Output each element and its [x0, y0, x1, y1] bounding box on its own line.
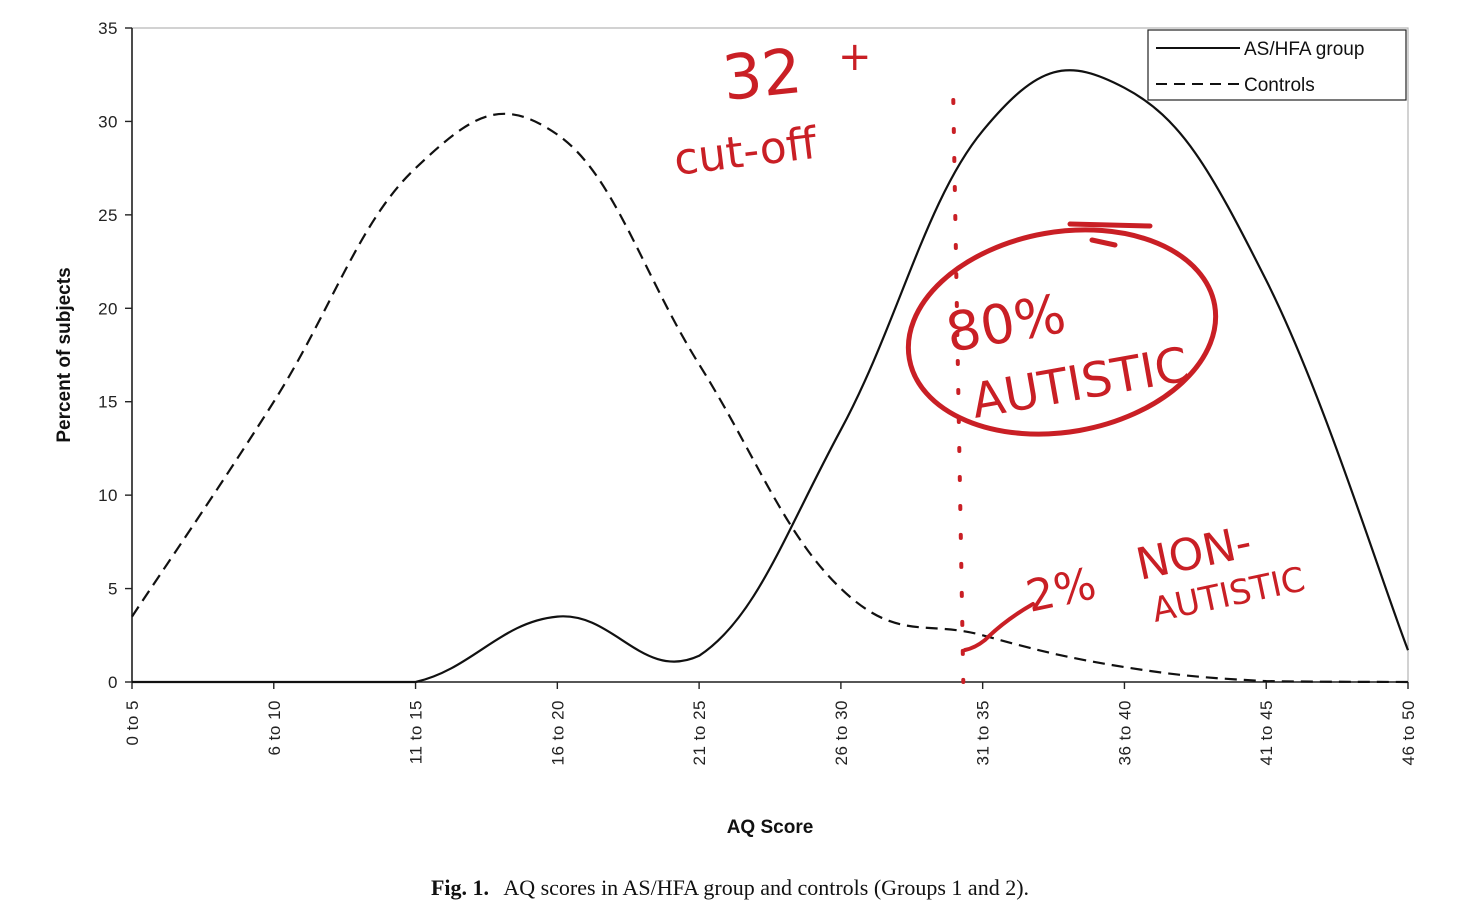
y-tick-label: 25 [98, 206, 118, 225]
legend: AS/HFA group Controls [1147, 29, 1407, 101]
series-layer [131, 69, 1410, 684]
figure-caption: Fig. 1. AQ scores in AS/HFA group and co… [431, 875, 1029, 900]
x-tick-label: 46 to 50 [1399, 700, 1418, 765]
x-tick-label: 41 to 45 [1257, 700, 1276, 765]
x-tick-label: 11 to 15 [407, 700, 426, 764]
legend-box [1147, 29, 1407, 101]
series-line-as-hfa [131, 69, 1410, 684]
y-tick-label: 30 [98, 112, 118, 131]
y-tick-label: 35 [98, 19, 118, 38]
caption-label: Fig. 1. [431, 875, 489, 900]
series-line-controls [131, 112, 1409, 684]
legend-label-as-hfa: AS/HFA group [1244, 39, 1364, 60]
annotation-cutoff-number: 32 [719, 34, 805, 115]
y-axis-title: Percent of subjects [54, 267, 75, 442]
y-tick-label: 0 [108, 673, 118, 692]
x-tick-label: 16 to 20 [548, 700, 567, 765]
x-tick-label: 6 to 10 [265, 700, 284, 756]
annotation-circle-overlap-stroke [1067, 221, 1153, 248]
y-axis-ticks: 0 5 10 15 20 25 30 35 [98, 19, 132, 692]
x-tick-label: 0 to 5 [123, 700, 142, 746]
x-tick-label: 31 to 35 [974, 700, 993, 765]
y-tick-label: 15 [98, 393, 118, 412]
caption-text: AQ scores in AS/HFA group and controls (… [503, 875, 1029, 900]
x-tick-label: 36 to 40 [1115, 700, 1134, 765]
annotation-pointer-stroke [963, 602, 1035, 652]
y-tick-label: 10 [98, 486, 118, 505]
y-tick-label: 20 [98, 299, 118, 318]
x-tick-label: 21 to 25 [690, 700, 709, 765]
x-axis-ticks: 0 to 5 6 to 10 11 to 15 16 to 20 21 to 25 26 … [123, 682, 1418, 765]
x-tick-label: 26 to 30 [832, 700, 851, 765]
x-axis-title: AQ Score [727, 817, 814, 838]
cutoff-dotted-line [951, 98, 966, 684]
legend-label-controls: Controls [1244, 75, 1315, 96]
annotation-cutoff-plus: + [838, 34, 872, 80]
annotation-circle [905, 227, 1219, 437]
y-tick-label: 5 [108, 580, 118, 599]
